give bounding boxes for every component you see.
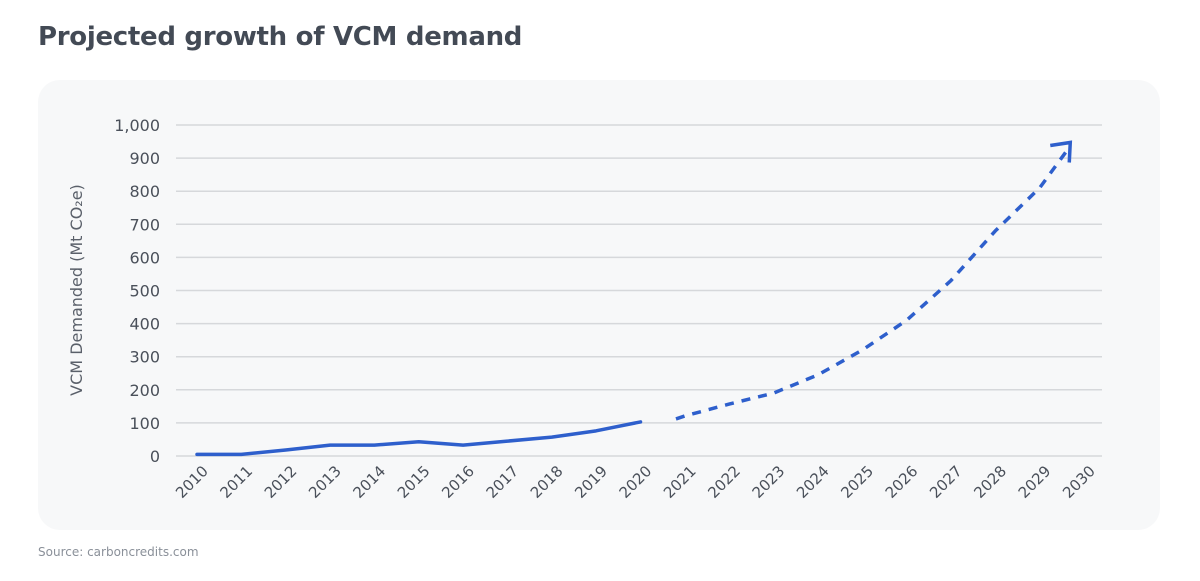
historical-line [195, 420, 643, 457]
y-tick-label: 100 [129, 414, 160, 433]
x-tick-label: 2025 [837, 462, 877, 502]
y-tick-label: 700 [129, 215, 160, 234]
x-tick-label: 2023 [749, 462, 789, 502]
x-tick-label: 2015 [394, 462, 434, 502]
y-tick-label: 0 [150, 447, 160, 466]
x-tick-label: 2012 [261, 462, 301, 502]
y-tick-label: 200 [129, 381, 160, 400]
source-note: Source: carboncredits.com [38, 545, 199, 559]
x-tick-label: 2017 [483, 462, 523, 502]
x-tick-label: 2030 [1059, 462, 1099, 502]
arrow-head-icon [1050, 140, 1073, 163]
y-tick-label: 500 [129, 282, 160, 301]
x-tick-label: 2016 [438, 462, 478, 502]
x-tick-label: 2020 [616, 462, 656, 502]
x-tick-label: 2010 [172, 462, 212, 502]
x-tick-label: 2022 [704, 462, 744, 502]
chart-title: Projected growth of VCM demand [38, 22, 523, 52]
x-tick-label: 2027 [926, 462, 966, 502]
x-tick-label: 2026 [882, 462, 922, 502]
y-tick-label: 600 [129, 248, 160, 267]
x-tick-label: 2018 [527, 462, 567, 502]
y-tick-label: 400 [129, 315, 160, 334]
x-tick-label: 2028 [970, 462, 1010, 502]
x-tick-label: 2029 [1015, 462, 1055, 502]
y-tick-label: 300 [129, 348, 160, 367]
x-tick-label: 2014 [349, 462, 389, 502]
y-tick-label: 900 [129, 149, 160, 168]
projection-line [675, 150, 1068, 421]
x-tick-label: 2024 [793, 462, 833, 502]
y-axis-label: VCM Demanded (Mt CO₂e) [67, 184, 86, 396]
x-tick-label: 2011 [216, 462, 256, 502]
x-tick-label: 2021 [660, 462, 700, 502]
x-tick-label: 2019 [571, 462, 611, 502]
y-tick-label: 1,000 [114, 116, 160, 135]
x-tick-label: 2013 [305, 462, 345, 502]
y-tick-label: 800 [129, 182, 160, 201]
